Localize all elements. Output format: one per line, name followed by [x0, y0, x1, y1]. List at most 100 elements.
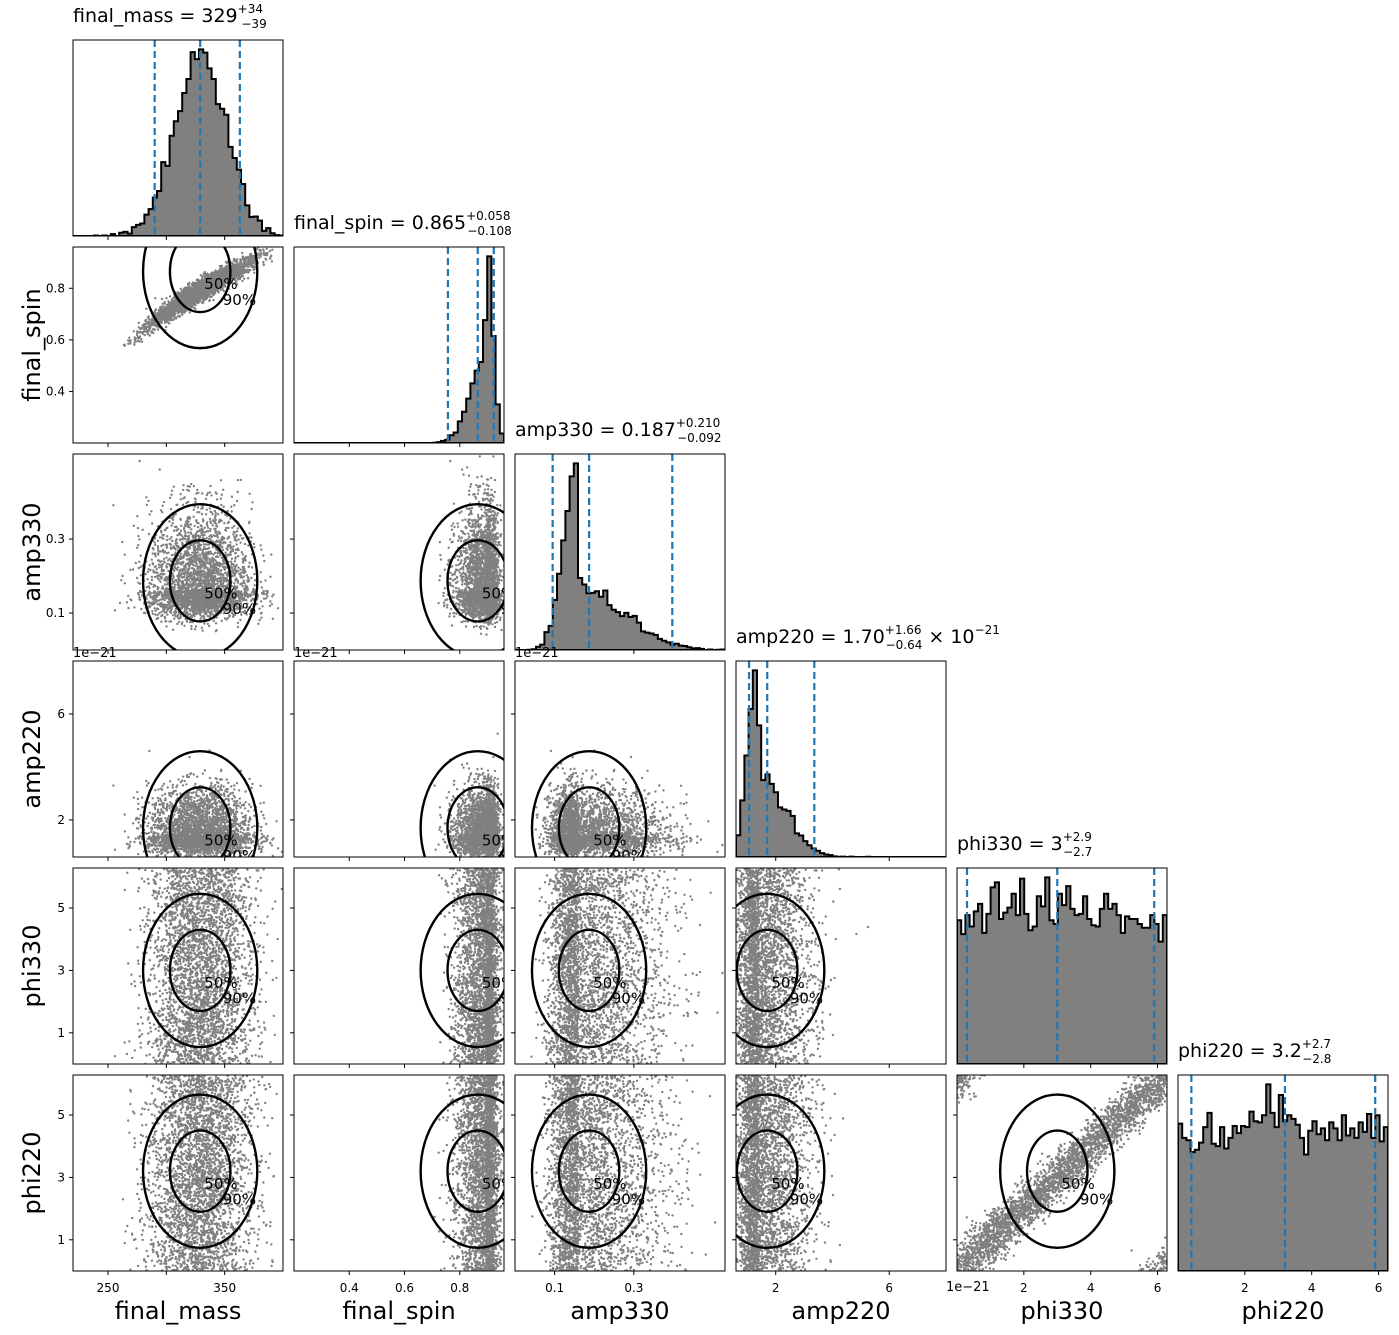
sample-points: 50%90%	[419, 455, 533, 650]
y-tick-label: 1	[57, 1233, 65, 1247]
y-tick-label: 3	[57, 1170, 65, 1184]
x-tick-label: 4	[1308, 1281, 1316, 1295]
panel-frame	[293, 867, 505, 1065]
panel-frame	[72, 246, 284, 444]
sample-points: 50%90%	[122, 247, 274, 350]
y-tick-label: 6	[57, 707, 65, 721]
scatter-panel-final_spin-vs-final_mass: 50%90%	[72, 246, 284, 444]
y-tick-label: 1	[57, 1026, 65, 1040]
x-tick-label: 2	[1020, 1281, 1028, 1295]
panel-frame	[735, 867, 947, 1065]
y-axis-label-final_spin: final_spin	[18, 288, 46, 401]
panel-frame	[72, 453, 284, 651]
sample-points: 50%90%	[112, 459, 280, 650]
contour-label: 50%	[204, 275, 237, 293]
contour-50pct	[168, 539, 232, 623]
y-axis-label-phi330: phi330	[18, 925, 46, 1008]
panel-frame	[514, 1074, 726, 1272]
contour-50pct	[557, 1129, 621, 1213]
sample-points: 50%90%	[530, 749, 724, 857]
hist-title-phi220: phi220 = 3.2+2.7 −2.8	[1178, 1037, 1331, 1066]
y-offset-text: 1e−21	[515, 646, 559, 661]
x-axis-label-amp330: amp330	[570, 1297, 669, 1325]
x-tick-label: 6	[1154, 1281, 1162, 1295]
hist-title-amp220: amp220 = 1.70+1.66 −0.64 × 10−21	[736, 623, 1000, 652]
y-tick-label: 0.3	[46, 532, 65, 546]
y-tick-label: 0.4	[46, 384, 65, 398]
panel-frame	[1177, 1074, 1389, 1272]
sample-points: 50%90%	[736, 1075, 845, 1271]
x-tick-label: 0.3	[624, 1281, 643, 1295]
contour-90pct	[419, 503, 504, 650]
y-offset-text: 1e−21	[294, 646, 338, 661]
contour-50pct	[1025, 1129, 1089, 1213]
panel-frame	[293, 246, 505, 444]
hist-panel-phi220: phi220 = 3.2+2.7 −2.8	[1177, 1037, 1389, 1272]
contour-label: 90%	[500, 600, 533, 618]
contour-label: 50%	[204, 974, 237, 992]
sample-points: 50%90%	[419, 868, 515, 1064]
panel-frame	[293, 1074, 505, 1272]
hist-title-phi330: phi330 = 3+2.9 −2.7	[957, 830, 1092, 859]
hist-panel-phi330: phi330 = 3+2.9 −2.7	[956, 830, 1168, 1065]
hist-panel-amp330: amp330 = 0.187+0.210 −0.092	[514, 416, 726, 651]
sample-points: 50%90%	[957, 1075, 1167, 1271]
x-tick-label: 6	[1375, 1281, 1383, 1295]
panel-frame	[293, 660, 505, 858]
x-axis-label-phi220: phi220	[1242, 1297, 1325, 1325]
panel-frame	[514, 660, 726, 858]
panel-frame	[72, 39, 284, 237]
contour-label: 50%	[482, 584, 515, 602]
x-offset-text: 1e−21	[946, 1280, 990, 1295]
contour-label: 90%	[223, 291, 256, 309]
x-tick-label: 250	[97, 1281, 120, 1295]
contour-label: 90%	[612, 990, 645, 1008]
contour-50pct	[557, 928, 621, 1013]
sample-points: 50%90%	[419, 1075, 504, 1271]
contour-50pct	[736, 1129, 799, 1213]
y-tick-label: 5	[57, 1108, 65, 1122]
hist-title-final_mass: final_mass = 329+34 −39	[73, 2, 267, 31]
sample-points: 50%90%	[530, 868, 724, 1064]
sample-points: 50%90%	[736, 868, 870, 1064]
panel-frame	[514, 453, 726, 651]
y-tick-label: 0.6	[46, 333, 65, 347]
contour-50pct	[557, 786, 621, 857]
histogram-amp220	[736, 669, 946, 857]
contour-90pct	[530, 750, 648, 857]
scatter-panel-phi330-vs-amp220: 50%90%	[735, 867, 947, 1065]
contour-50pct	[446, 539, 504, 623]
histogram-phi330	[957, 876, 1167, 1064]
panel-frame	[72, 867, 284, 1065]
sample-points: 50%90%	[112, 749, 283, 857]
hist-panel-final_mass: final_mass = 329+34 −39	[72, 2, 284, 237]
x-tick-label: 2	[772, 1281, 780, 1295]
contour-label: 50%	[204, 832, 237, 850]
x-tick-label: 4	[1087, 1281, 1095, 1295]
contour-label: 90%	[612, 1190, 645, 1208]
contour-label: 50%	[771, 974, 804, 992]
y-axis-label-amp220: amp220	[18, 709, 46, 808]
y-axis-label-phi220: phi220	[18, 1132, 46, 1215]
scatter-panel-phi220-vs-phi330: 50%90%	[956, 1074, 1168, 1272]
contour-50pct	[446, 786, 504, 857]
scatter-panel-phi220-vs-amp330: 50%90%	[514, 1074, 726, 1272]
contour-50pct	[168, 786, 232, 857]
hist-title-amp330: amp330 = 0.187+0.210 −0.092	[515, 416, 722, 445]
contour-label: 90%	[223, 990, 256, 1008]
contour-label: 90%	[1080, 1190, 1113, 1208]
scatter-panel-phi330-vs-final_spin: 50%90%	[293, 867, 515, 1065]
histogram-final_mass	[73, 48, 283, 236]
contour-90pct	[141, 503, 259, 650]
contour-50pct	[168, 247, 232, 314]
sample-points: 50%90%	[121, 1075, 278, 1271]
contour-50pct	[446, 928, 504, 1013]
panel-frame	[293, 453, 505, 651]
contour-label: 50%	[482, 832, 515, 850]
contour-label: 50%	[482, 974, 515, 992]
x-axis-label-phi330: phi330	[1021, 1297, 1104, 1325]
sample-points: 50%90%	[419, 732, 515, 857]
hist-title-final_spin: final_spin = 0.865+0.058 −0.108	[294, 209, 512, 238]
panel-frame	[956, 867, 1168, 1065]
scatter-panel-amp330-vs-final_mass: 50%90%	[72, 453, 284, 651]
